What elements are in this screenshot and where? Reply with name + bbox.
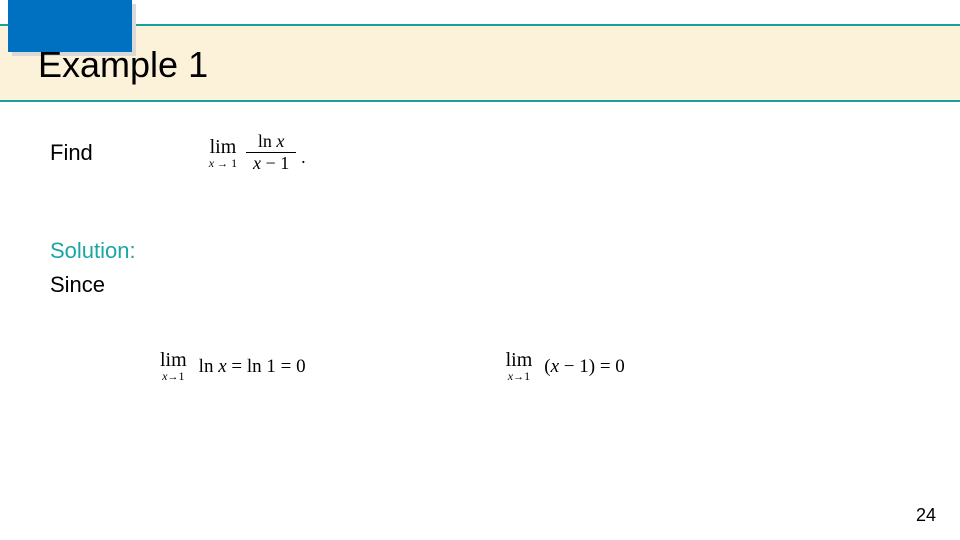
lim-operator: lim x→1 [506, 350, 533, 383]
find-row: Find lim x → 1 ln x x − 1 . [50, 132, 910, 174]
page-title: Example 1 [38, 44, 208, 86]
equation-1-body: ln x = ln 1 = 0 [199, 356, 306, 378]
slide-content: Find lim x → 1 ln x x − 1 . Solution: Si… [0, 102, 960, 414]
solution-label: Solution: [50, 238, 910, 264]
lim-subscript: x → 1 [209, 157, 237, 170]
equations-row: lim x→1 ln x = ln 1 = 0 lim x→1 (x − 1) … [50, 350, 910, 383]
equation-2: lim x→1 (x − 1) = 0 [506, 350, 625, 383]
lim-word: lim [160, 350, 187, 370]
main-limit-expression: lim x → 1 ln x x − 1 . [209, 132, 306, 174]
since-label: Since [50, 272, 910, 298]
slide-header: Example 1 [0, 0, 960, 102]
find-label: Find [50, 140, 93, 166]
fraction-denominator: x − 1 [249, 153, 293, 175]
equation-2-body: (x − 1) = 0 [544, 356, 625, 378]
lim-subscript: x→1 [508, 370, 530, 383]
lim-word: lim [210, 137, 237, 157]
page-number: 24 [916, 505, 936, 526]
expression-period: . [301, 147, 306, 174]
lim-word: lim [506, 350, 533, 370]
equation-1: lim x→1 ln x = ln 1 = 0 [160, 350, 306, 383]
lim-subscript: x→1 [162, 370, 184, 383]
fraction: ln x x − 1 [246, 132, 296, 174]
fraction-numerator: ln x [254, 132, 289, 152]
header-bottom-rule [0, 100, 960, 102]
lim-operator: lim x→1 [160, 350, 187, 383]
lim-operator: lim x → 1 [209, 137, 237, 170]
